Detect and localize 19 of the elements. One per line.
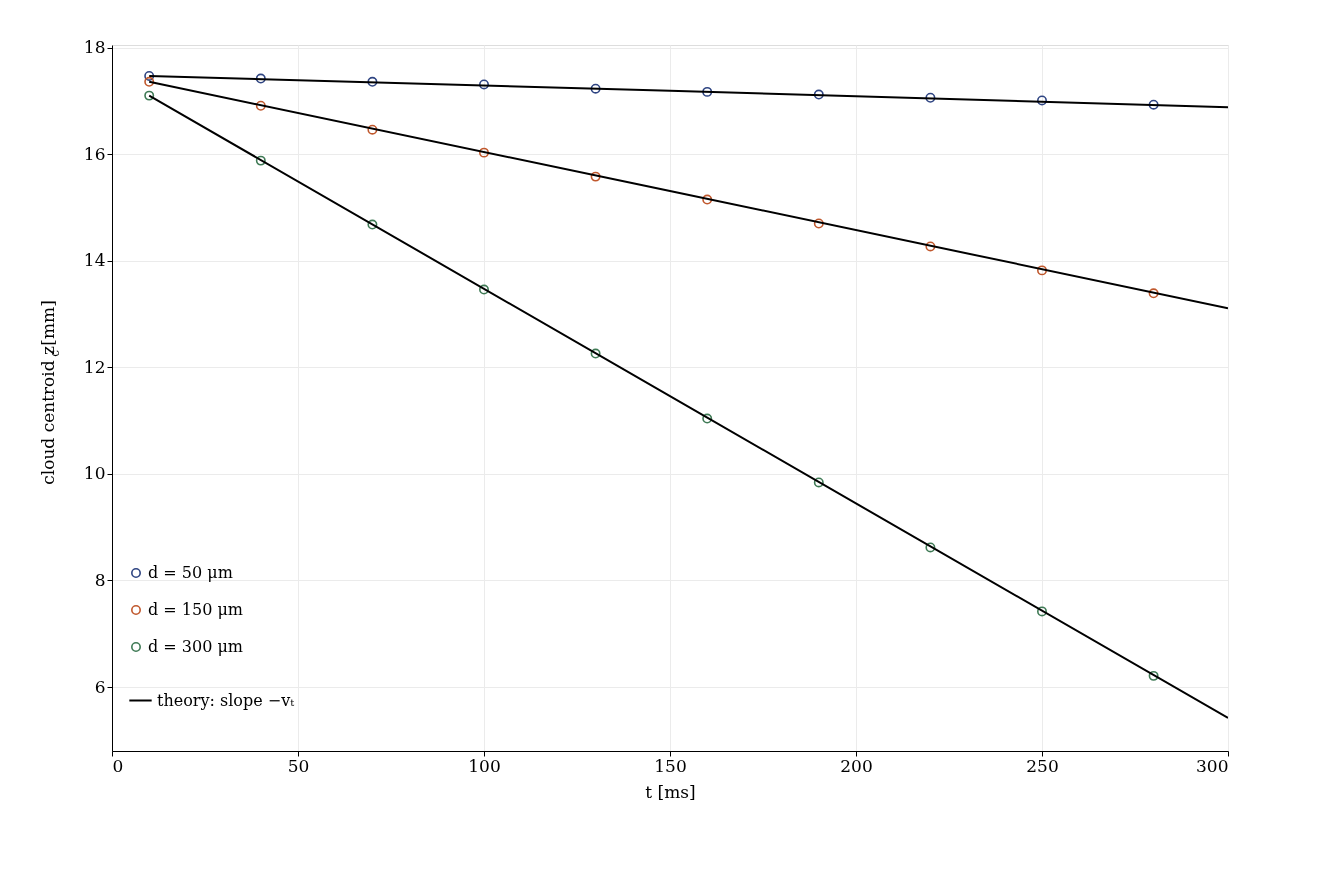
x-axis-title: t [ms]	[645, 781, 696, 802]
y-tick-label: 12	[83, 356, 106, 377]
x-tick-label: 150	[654, 755, 687, 776]
x-tick-label: 50	[287, 755, 310, 776]
y-tick-label: 16	[83, 143, 106, 164]
x-tick-label: 300	[1196, 755, 1229, 776]
legend-label: d = 300 μm	[148, 637, 244, 656]
y-tick-label: 18	[83, 37, 106, 58]
y-tick-label: 14	[83, 250, 106, 271]
y-tick-label: 10	[83, 463, 106, 484]
y-tick-label: 8	[94, 569, 106, 590]
x-tick-label: 100	[468, 755, 501, 776]
x-tick-label: 250	[1026, 755, 1059, 776]
legend-label: theory: slope −vₜ	[157, 690, 295, 710]
y-tick-label: 6	[94, 676, 106, 697]
legend-label: d = 50 μm	[148, 563, 233, 582]
legend-label: d = 150 μm	[148, 600, 244, 619]
x-tick-label: 200	[840, 755, 873, 776]
x-tick-label: 0	[112, 755, 124, 776]
